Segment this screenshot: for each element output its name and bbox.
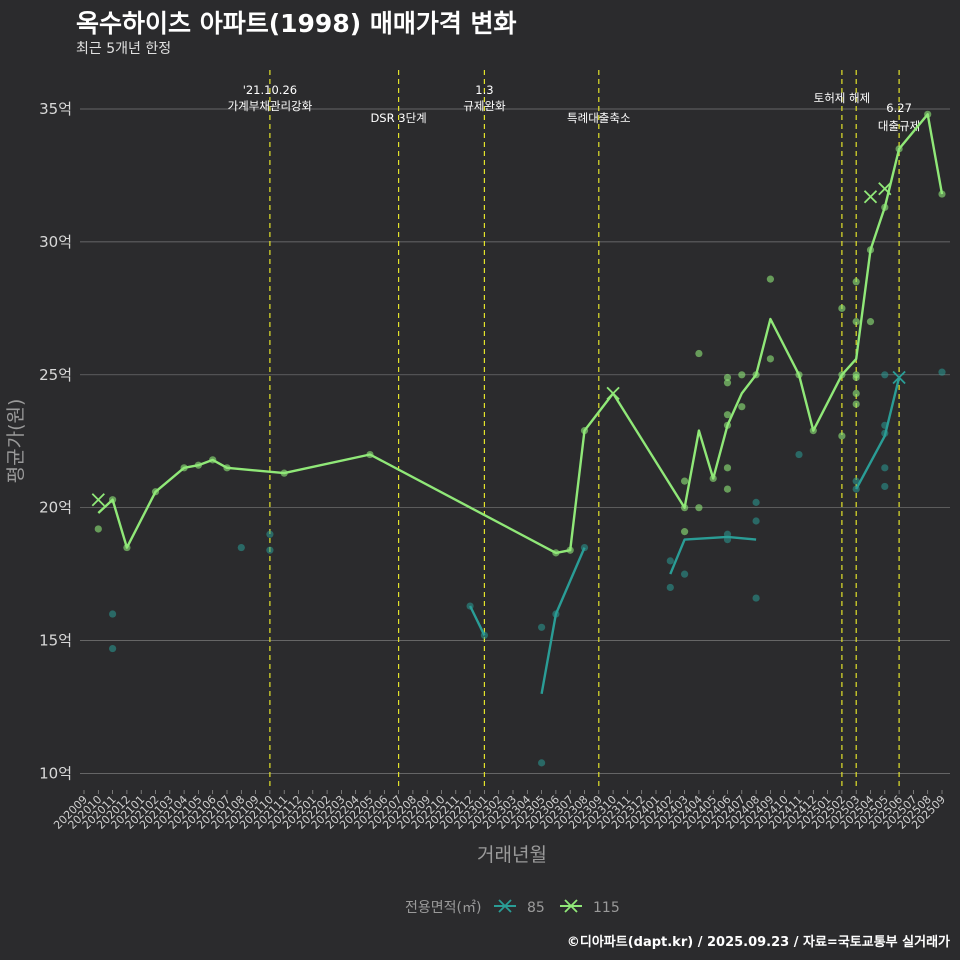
legend-item-115: 115 [560,899,620,916]
data-point [266,530,274,538]
cross-marker [91,493,105,507]
chart-subtitle: 최근 5개년 한정 [76,41,172,57]
data-point [852,400,860,408]
cross-marker [878,182,892,196]
data-point [881,482,889,491]
data-point [723,411,732,419]
data-point [109,610,117,618]
series-line [669,535,757,575]
cross-marker [606,386,620,401]
policy-annotation: DSR 3단계 [370,111,426,125]
data-point [766,275,775,283]
data-point [723,373,732,382]
data-point [852,318,860,326]
data-point [681,528,689,536]
data-point [695,349,703,358]
data-point [738,403,746,411]
legend-title: 전용면적(㎡) [405,900,481,916]
series-115 [91,110,946,557]
y-tick-label: 30억 [39,233,72,251]
data-point [681,570,689,578]
data-point [237,543,245,552]
data-point [266,546,274,554]
y-tick-label: 15억 [39,632,72,650]
data-point [838,304,846,312]
data-point [766,355,775,363]
data-point [881,464,889,472]
data-point [881,371,889,379]
data-point [852,373,860,382]
data-point [681,477,689,485]
x-axis-title: 거래년월 [477,844,547,866]
policy-annotation: 규제완화 [463,99,506,113]
data-point [109,644,117,653]
x-axis-ticks: 2020092020102020112020122021012021022021… [51,790,948,832]
data-point [852,477,860,485]
legend-item-85: 85 [494,899,545,916]
series-85 [109,368,946,767]
data-point [94,525,102,533]
policy-annotation: 대출규제 [878,119,920,133]
series-line [855,377,901,490]
y-tick-label: 10억 [39,765,72,783]
data-point [538,759,546,767]
legend: 전용면적(㎡) 85 115 [405,899,620,916]
data-point [695,504,703,512]
data-point [938,368,946,376]
policy-annotation: 특례대출축소 [567,111,630,125]
data-point [795,450,803,459]
data-point [752,498,760,506]
data-point [538,623,546,631]
data-point [723,485,732,493]
legend-label-85: 85 [527,900,545,916]
data-point [666,557,674,565]
data-point [852,278,860,286]
legend-label-115: 115 [593,900,620,916]
policy-annotation: 1.3 [475,83,493,97]
chart-title: 옥수하이츠 아파트(1998) 매매가격 변화 [76,9,517,38]
policy-lines [269,70,900,790]
series-line [97,113,944,555]
y-axis-ticks: 10억 15억 20억 25억 30억 35억 [39,100,72,783]
y-tick-label: 25억 [39,366,72,384]
y-tick-label: 35억 [39,100,72,118]
series-line [469,605,486,636]
policy-annotation: '21.10.26 [243,83,297,97]
series-layer [91,110,946,767]
y-axis-title: 평균가(원) [5,399,27,484]
data-point [738,371,746,379]
data-point [723,464,732,472]
policy-annotation: 토허제 해제 [814,91,871,105]
data-point [666,583,674,592]
data-point [838,432,846,440]
data-point [723,379,732,387]
data-point [852,389,860,398]
cross-marker [863,190,878,204]
policy-annotation: 가계부채관리강화 [228,99,313,113]
data-point [866,318,875,326]
policy-annotation: 6.27 [886,101,912,115]
data-point [752,517,760,525]
y-tick-label: 20억 [39,499,72,517]
source-caption: ©디아파트(dapt.kr) / 2025.09.23 / 자료=국토교통부 실… [566,935,950,950]
grid-layer [80,108,950,774]
cross-marker [892,370,906,385]
data-point [752,594,760,602]
series-line [540,547,586,695]
